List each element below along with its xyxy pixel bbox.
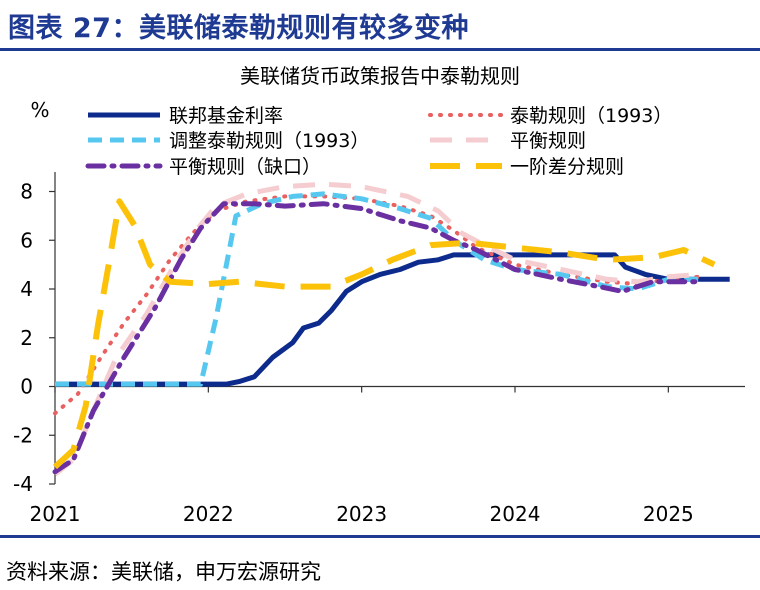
- legend-label: 平衡规则（缺口）: [169, 156, 321, 178]
- y-axis-unit: %: [30, 98, 49, 122]
- plot-area: [52, 181, 730, 477]
- y-tick-label: -2: [13, 423, 33, 447]
- legend: 联邦基金利率 泰勒规则（1993） 调整泰勒规则（1993） 平衡规则平衡规则（缺口）…: [85, 105, 672, 178]
- x-tick-label: 2023: [336, 502, 387, 526]
- series-line: [53, 181, 700, 477]
- figure-title: 图表 27：美联储泰勒规则有较多变种: [8, 13, 469, 44]
- series-line: [55, 252, 730, 387]
- y-tick-label: 6: [20, 228, 33, 252]
- axes: 8 6 4 2 0 -2 -4 2021 2022 2023 2024 2025: [13, 172, 745, 526]
- title-rule: [0, 48, 760, 51]
- x-tick-label: 2025: [643, 502, 694, 526]
- legend-label: 泰勒规则（1993）: [510, 105, 672, 127]
- y-tick-label: 2: [20, 326, 33, 350]
- legend-label: 平衡规则: [510, 130, 586, 152]
- source-note: 资料来源：美联储，申万宏源研究: [6, 560, 321, 584]
- y-tick-label: 8: [20, 180, 33, 204]
- y-tick-label: 4: [20, 277, 33, 301]
- series-line: [52, 198, 716, 470]
- chart-title: 美联储货币政策报告中泰勒规则: [240, 64, 520, 88]
- y-tick-label: -4: [13, 472, 33, 496]
- line-chart: 美联储货币政策报告中泰勒规则 % 联邦基金利率 泰勒规则（1993） 调整泰勒规则（…: [13, 64, 745, 526]
- y-tick-label: 0: [20, 375, 33, 399]
- x-tick-label: 2024: [490, 502, 541, 526]
- legend-label: 一阶差分规则: [510, 156, 624, 178]
- x-tick-label: 2021: [30, 502, 81, 526]
- legend-label: 联邦基金利率: [169, 105, 283, 127]
- source-rule: [0, 535, 760, 538]
- legend-label: 调整泰勒规则（1993）: [169, 130, 369, 152]
- series-line: [52, 201, 702, 475]
- x-tick-label: 2022: [183, 502, 234, 526]
